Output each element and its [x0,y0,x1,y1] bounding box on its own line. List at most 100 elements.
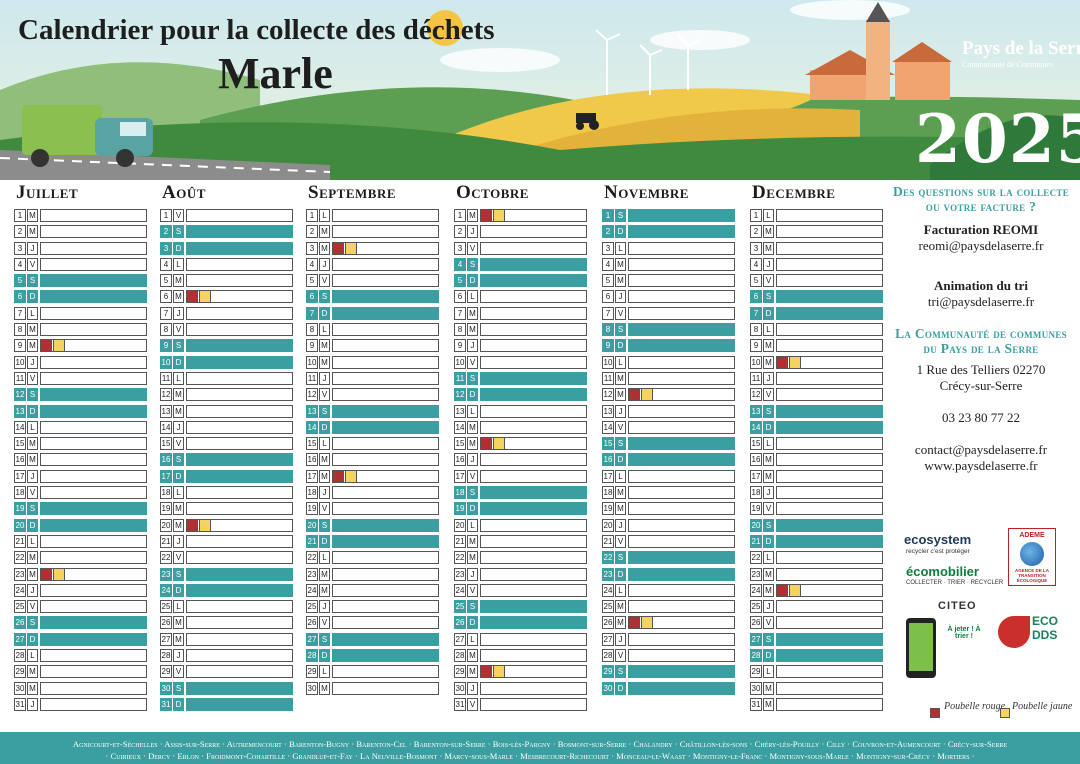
weekday-letter: M [27,323,38,337]
day-note-field [776,404,883,418]
day-number: 22 [750,551,762,565]
day-number: 23 [160,567,172,581]
weekday-letter: L [763,551,774,565]
weekday-letter: J [763,600,774,614]
month-column: Septembre 1 L 2 M 3 M 4 J 5 V 6 S 7 D 8 L 9 M 10 M 11 J 12 V 13 S 1… [306,182,439,697]
day-row: 20 L [454,518,587,534]
red-bin-marker [186,518,198,532]
day-note-field [628,209,735,222]
day-number: 10 [306,355,318,369]
day-number: 15 [160,437,172,451]
day-note-field [480,420,587,434]
day-row: 19 M [602,501,735,517]
day-note-field [40,241,147,255]
day-number: 21 [602,534,614,548]
day-row: 30 M [306,681,439,697]
day-row: 26 D [454,615,587,631]
day-number: 17 [14,469,26,483]
day-number: 11 [602,371,614,385]
day-number: 22 [602,551,614,565]
weekday-letter: M [763,583,774,597]
ecomobilier-tagline: COLLECTER · TRIER · RECYCLER [906,580,1004,586]
day-note-field [332,681,439,695]
day-note-field [480,290,587,304]
weekday-letter: M [467,420,478,434]
yellow-bin-marker [789,355,801,369]
day-note-field [480,404,587,418]
day-note-field [776,241,883,255]
weekday-letter: J [27,241,38,255]
weekday-letter: D [467,388,478,402]
weekday-letter: V [319,274,330,288]
day-note-field [628,534,735,548]
brand-name: Pays de la Serre [962,38,1080,59]
day-number: 19 [14,502,26,516]
day-number: 1 [306,209,318,222]
day-number: 15 [454,437,466,451]
day-note-field [186,534,293,548]
billing-email[interactable]: reomi@paysdelaserre.fr [918,238,1044,253]
day-row: 29 M [454,664,587,680]
day-note-field [628,681,735,695]
weekday-letter: V [173,665,184,679]
day-row: 20 S [306,518,439,534]
day-note-field [776,649,883,663]
weekday-letter: S [615,551,626,565]
day-row: 15 V [160,436,293,452]
website-link[interactable]: www.paysdelaserre.fr [924,458,1038,473]
weekday-letter: S [319,632,330,646]
day-number: 8 [602,323,614,337]
weekday-letter: D [319,420,330,434]
day-note-field [480,697,587,711]
day-note-field [628,306,735,320]
day-number: 28 [306,649,318,663]
weekday-letter: J [27,469,38,483]
day-note-field [332,616,439,630]
day-row: 24 M [306,583,439,599]
day-note-field [40,486,147,500]
day-note-field [186,502,293,516]
contact-email[interactable]: contact@paysdelaserre.fr [914,442,1048,457]
day-note-field [186,583,293,597]
day-row: 14 D [306,420,439,436]
day-row: 12 V [750,387,883,403]
weekday-letter: S [615,437,626,451]
day-note-field [776,551,883,565]
weekday-letter: J [467,567,478,581]
phone-number[interactable]: 03 23 80 77 22 [942,410,1020,425]
weekday-letter: D [173,469,184,483]
day-row: 13 L [454,404,587,420]
day-row: 26 V [750,615,883,631]
day-number: 3 [602,241,614,255]
day-note-field [186,486,293,500]
day-note-field [776,209,883,222]
day-number: 21 [454,534,466,548]
day-note-field [186,404,293,418]
weekday-letter: M [27,225,38,239]
day-note-field [776,567,883,581]
day-note-field [332,665,439,679]
day-number: 12 [750,388,762,402]
questions-heading: Des questions sur la collecte ou votre f… [893,184,1069,214]
weekday-letter: M [319,355,330,369]
day-number: 23 [602,567,614,581]
weekday-letter: S [173,339,184,353]
day-note-field [480,306,587,320]
address-line1: 1 Rue des Telliers 02270 [916,362,1046,377]
weekday-letter: S [467,486,478,500]
weekday-letter: M [615,486,626,500]
day-number: 26 [14,616,26,630]
town-name: Marle [218,49,333,98]
day-number: 18 [454,486,466,500]
sorting-email[interactable]: tri@paysdelaserre.fr [927,294,1035,309]
day-number: 12 [454,388,466,402]
day-row: 20 S [750,518,883,534]
weekday-letter: M [173,274,184,288]
